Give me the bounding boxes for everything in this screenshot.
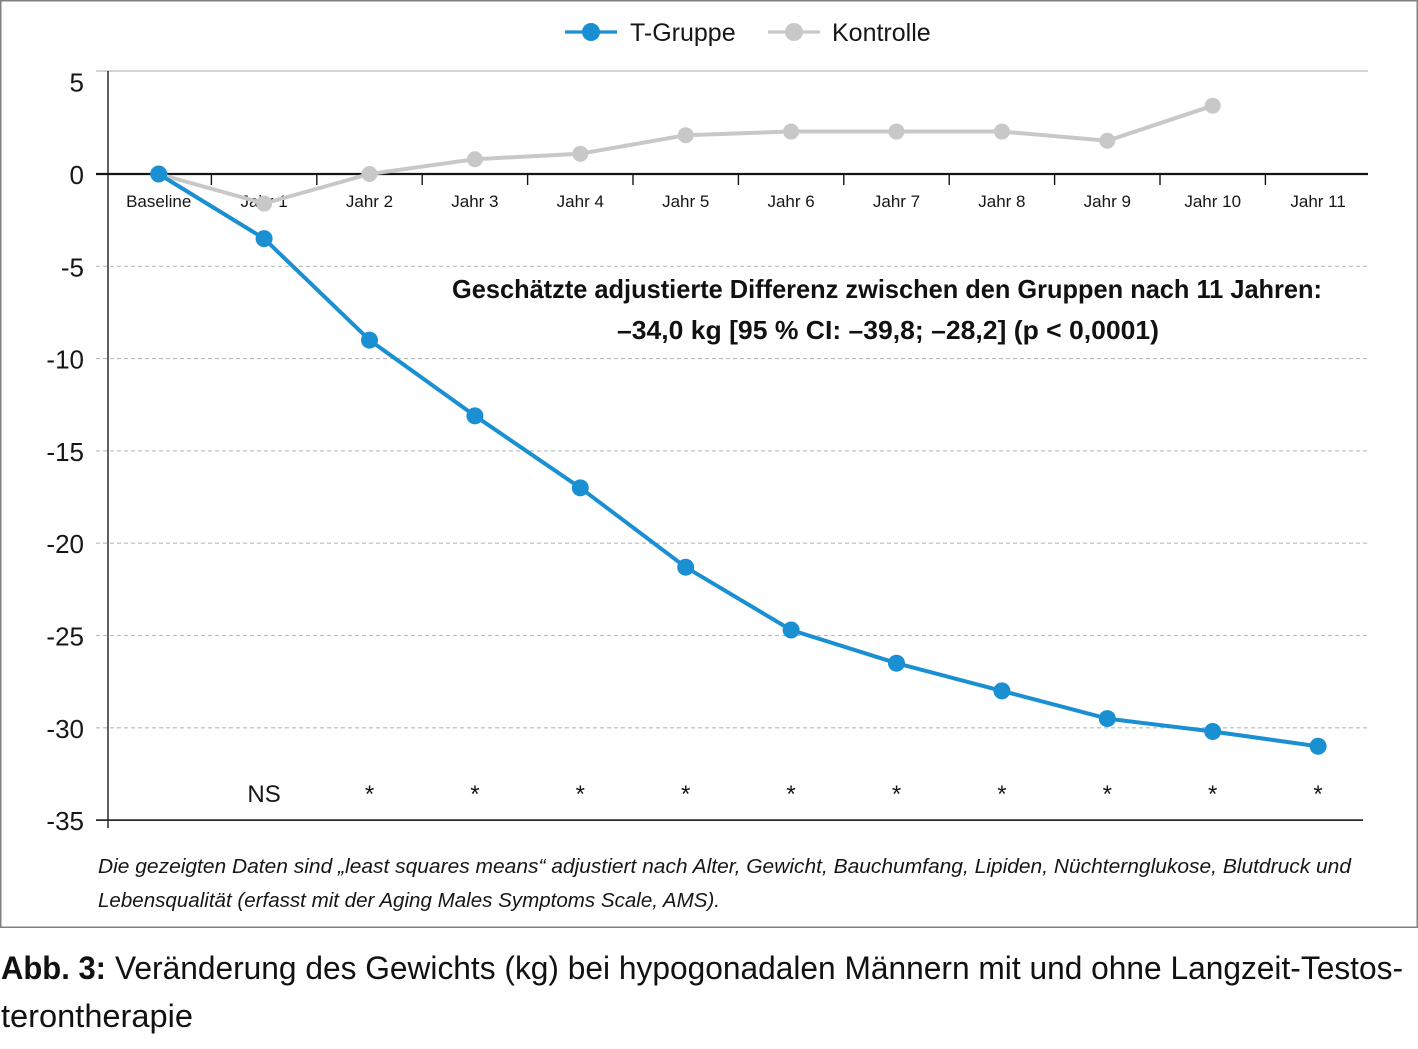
- significance-label: *: [681, 781, 690, 808]
- data-point-t-gruppe: [571, 479, 589, 497]
- annotation-line-1: Geschätzte adjustierte Differenz zwische…: [452, 274, 1322, 304]
- data-point-kontrolle: [256, 195, 273, 212]
- legend-label-kontrolle: Kontrolle: [832, 19, 931, 47]
- x-tick-label: Jahr 4: [557, 192, 604, 211]
- data-point-t-gruppe: [150, 165, 168, 183]
- y-tick-label: -5: [61, 252, 84, 282]
- significance-label: *: [1313, 781, 1322, 808]
- x-tick-label: Baseline: [126, 192, 191, 211]
- significance-label: *: [1208, 781, 1217, 808]
- y-tick-label: -20: [46, 529, 84, 559]
- data-point-t-gruppe: [1309, 737, 1327, 755]
- data-point-t-gruppe: [361, 331, 378, 349]
- legend: T-Gruppe Kontrolle: [565, 19, 931, 47]
- significance-labels: NS * * * * * * * * * *: [247, 781, 1322, 808]
- x-tick-label: Jahr 10: [1184, 192, 1241, 211]
- data-point-kontrolle: [466, 151, 483, 168]
- caption-line-2: terontherapie: [1, 998, 193, 1034]
- data-point-kontrolle: [1099, 132, 1116, 149]
- data-point-kontrolle: [783, 123, 800, 140]
- y-tick-label: -15: [46, 437, 84, 467]
- data-point-t-gruppe: [888, 654, 905, 672]
- footnote-line-1: Die gezeigten Daten sind „least squares …: [98, 856, 1352, 878]
- data-point-t-gruppe: [1098, 710, 1116, 728]
- gridlines: [96, 70, 1368, 729]
- y-tick-label: -25: [46, 622, 84, 652]
- data-point-t-gruppe: [782, 621, 800, 639]
- data-point-kontrolle: [1204, 97, 1221, 114]
- x-tick-label: Jahr 3: [451, 192, 498, 211]
- axes: [96, 71, 1368, 829]
- legend-item-t-gruppe: T-Gruppe: [565, 19, 736, 47]
- data-point-kontrolle: [677, 127, 694, 144]
- data-point-t-gruppe: [993, 682, 1011, 700]
- data-point-t-gruppe: [677, 558, 695, 576]
- x-tick-label: Jahr 7: [873, 192, 920, 211]
- significance-label: *: [997, 781, 1006, 808]
- caption-line-1: Veränderung des Gewichts (kg) bei hypogo…: [115, 950, 1403, 986]
- y-tick-label: -35: [46, 806, 84, 836]
- y-tick-label: -30: [46, 714, 84, 744]
- significance-label: *: [892, 781, 901, 808]
- significance-label: *: [470, 781, 479, 808]
- y-tick-labels: 5 0 -5 -10 -15 -20 -25 -30 -35: [46, 68, 84, 836]
- legend-marker-kontrolle: [785, 23, 803, 41]
- series-line-t-gruppe: [156, 172, 1321, 749]
- chart-frame: [0, 0, 1418, 928]
- annotation: Geschätzte adjustierte Differenz zwische…: [452, 274, 1322, 345]
- data-point-kontrolle: [572, 145, 589, 162]
- data-point-kontrolle: [361, 166, 378, 182]
- plot-area: 50-5-10-15-20-25-30-35BaselineJahr 1Jahr…: [46, 68, 1368, 836]
- series-t-gruppe: [150, 165, 1327, 755]
- legend-label-t-gruppe: T-Gruppe: [630, 19, 736, 47]
- figure-caption: Abb. 3: Veränderung des Gewichts (kg) be…: [1, 950, 1403, 1034]
- data-point-t-gruppe: [466, 407, 484, 425]
- x-tick-label: Jahr 9: [1084, 192, 1131, 211]
- series-kontrolle: [150, 97, 1221, 212]
- x-tick-label: Jahr 8: [978, 192, 1025, 211]
- data-point-kontrolle: [993, 123, 1010, 140]
- legend-item-kontrolle: Kontrolle: [768, 19, 931, 47]
- x-tick-label: Jahr 2: [346, 192, 393, 211]
- y-tick-label: 0: [70, 160, 84, 190]
- data-point-t-gruppe: [1204, 722, 1222, 740]
- legend-marker-t-gruppe: [582, 23, 600, 41]
- significance-label: NS: [247, 781, 280, 808]
- x-tick-label: Jahr 6: [767, 192, 814, 211]
- significance-label: *: [1103, 781, 1112, 808]
- data-point-t-gruppe: [255, 230, 273, 248]
- x-tick-label: Jahr 11: [1290, 192, 1345, 211]
- y-tick-label: 5: [70, 68, 84, 98]
- significance-label: *: [576, 781, 585, 808]
- data-point-kontrolle: [888, 123, 905, 140]
- caption-label: Abb. 3:: [1, 950, 106, 986]
- annotation-line-2: –34,0 kg [95 % CI: –39,8; –28,2] (p < 0,…: [617, 315, 1159, 345]
- footnote: Die gezeigten Daten sind „least squares …: [98, 856, 1352, 912]
- y-tick-label: -10: [46, 345, 84, 375]
- x-tick-label: Jahr 5: [662, 192, 709, 211]
- footnote-line-2: Lebensqualität (erfasst mit der Aging Ma…: [98, 890, 720, 912]
- significance-label: *: [365, 781, 374, 808]
- significance-label: *: [786, 781, 795, 808]
